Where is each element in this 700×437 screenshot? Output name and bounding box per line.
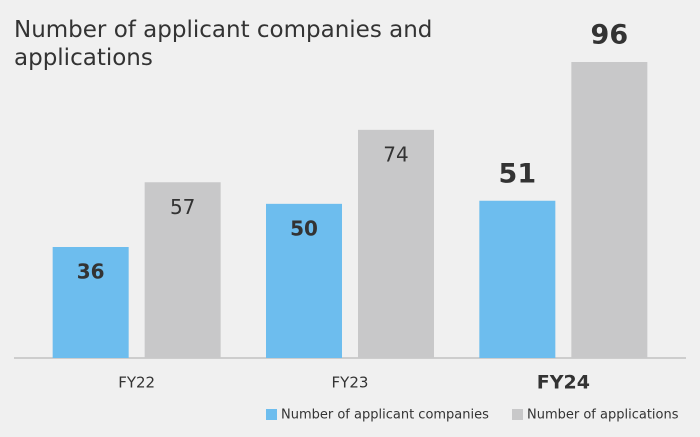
value-label: 57 <box>170 195 195 219</box>
bar <box>358 129 434 358</box>
legend-swatch <box>512 409 523 420</box>
chart-title: Number of applicant companies and applic… <box>14 17 433 71</box>
value-label: 96 <box>591 20 629 51</box>
value-label: 51 <box>499 158 537 189</box>
value-label: 50 <box>290 216 318 240</box>
value-label: 74 <box>383 142 408 166</box>
legend-label: Number of applications <box>527 408 679 423</box>
bar <box>52 247 129 358</box>
bar <box>479 200 556 358</box>
x-tick-label: FY22 <box>118 374 155 392</box>
legend-label: Number of applicant companies <box>281 408 489 423</box>
value-label: 36 <box>77 260 105 284</box>
bar <box>266 203 342 358</box>
bar <box>571 62 648 358</box>
x-tick-label: FY24 <box>537 372 590 394</box>
x-tick-label: FY23 <box>332 374 369 392</box>
legend-swatch <box>266 409 277 420</box>
bar <box>144 182 221 358</box>
